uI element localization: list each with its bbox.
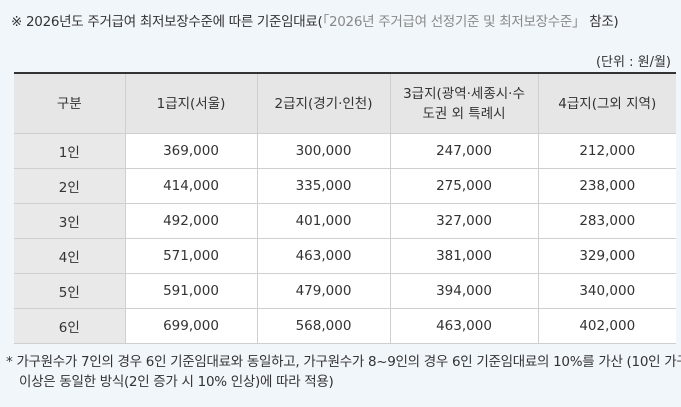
cell-tier4: 283,000 [538,203,676,239]
table-header-row: 구분 1급지(서울) 2급지(경기·인천) 3급지(광역·세종시·수도권 외 특… [14,73,676,134]
header-tier4: 4급지(그외 지역) [538,73,676,134]
header-tier3-label: 3급지(광역·세종시·수도권 외 특례시 [403,85,525,122]
cell-tier3: 275,000 [390,168,539,204]
row-label: 6인 [14,308,126,344]
row-label: 4인 [14,238,126,274]
header-tier3: 3급지(광역·세종시·수도권 외 특례시 [390,73,539,134]
row-label: 1인 [14,133,126,169]
cell-tier4: 238,000 [538,168,676,204]
footnote: * 가구원수가 7인의 경우 6인 기준임대료와 동일하고, 가구원수가 8~9… [6,352,681,392]
cell-tier4: 402,000 [538,308,676,344]
cell-tier2: 479,000 [257,273,391,309]
table-row: 4인 571,000 463,000 381,000 329,000 [14,238,676,274]
cell-tier2: 335,000 [257,168,391,204]
table-row: 6인 699,000 568,000 463,000 402,000 [14,308,676,344]
row-label: 3인 [14,203,126,239]
cell-tier3: 394,000 [390,273,539,309]
header-tier2: 2급지(경기·인천) [257,73,391,134]
cell-tier1: 414,000 [125,168,258,204]
cell-tier1: 369,000 [125,133,258,169]
row-label: 5인 [14,273,126,309]
table-row: 1인 369,000 300,000 247,000 212,000 [14,133,676,169]
cell-tier4: 212,000 [538,133,676,169]
cell-tier2: 300,000 [257,133,391,169]
unit-note: (단위 : 원/월) [595,55,671,70]
page-title: ※ 2026년도 주거급여 최저보장수준에 따른 기준임대료(「2026년 주거… [11,10,619,30]
cell-tier1: 591,000 [125,273,258,309]
header-category: 구분 [14,73,126,134]
table-row: 2인 414,000 335,000 275,000 238,000 [14,168,676,204]
rent-table: 구분 1급지(서울) 2급지(경기·인천) 3급지(광역·세종시·수도권 외 특… [14,72,676,344]
cell-tier2: 463,000 [257,238,391,274]
cell-tier3: 463,000 [390,308,539,344]
table-row: 3인 492,000 401,000 327,000 283,000 [14,203,676,239]
footnote-line-1: * 가구원수가 7인의 경우 6인 기준임대료와 동일하고, 가구원수가 8~9… [6,354,681,370]
header-tier1: 1급지(서울) [125,73,258,134]
cell-tier1: 492,000 [125,203,258,239]
cell-tier3: 381,000 [390,238,539,274]
cell-tier3: 247,000 [390,133,539,169]
cell-tier4: 340,000 [538,273,676,309]
cell-tier3: 327,000 [390,203,539,239]
footnote-line-2: 이상은 동일한 방식(2인 증가 시 10% 인상)에 따라 적용) [19,374,334,390]
cell-tier4: 329,000 [538,238,676,274]
table-row: 5인 591,000 479,000 394,000 340,000 [14,273,676,309]
cell-tier2: 401,000 [257,203,391,239]
cell-tier2: 568,000 [257,308,391,344]
title-suffix: 참조) [585,14,619,30]
title-reference: 「2026년 주거급여 선정기준 및 최저보장수준」 [322,14,586,30]
cell-tier1: 571,000 [125,238,258,274]
cell-tier1: 699,000 [125,308,258,344]
row-label: 2인 [14,168,126,204]
title-main: ※ 2026년도 주거급여 최저보장수준에 따른 기준임대료( [11,14,323,30]
